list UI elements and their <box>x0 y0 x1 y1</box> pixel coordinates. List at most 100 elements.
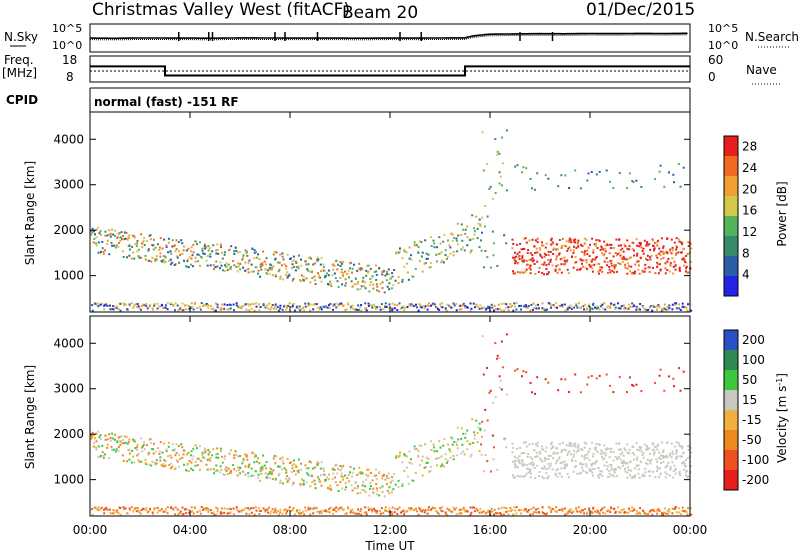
power-cell <box>646 241 649 244</box>
power-cell <box>333 304 336 307</box>
velocity-cell <box>535 451 538 454</box>
power-cell <box>689 261 692 263</box>
power-cell <box>393 307 396 310</box>
power-cell <box>287 304 290 307</box>
velocity-cell <box>192 512 195 515</box>
velocity-cell <box>639 512 642 515</box>
power-cell <box>186 260 189 262</box>
power-cell <box>619 307 622 310</box>
velocity-cell <box>390 491 393 494</box>
velocity-cell <box>543 459 546 462</box>
colorbar-segment <box>724 136 738 156</box>
velocity-cell <box>597 467 600 470</box>
velocity-cell <box>647 470 650 473</box>
velocity-cell <box>309 513 312 516</box>
power-cell <box>530 303 533 306</box>
power-cell <box>187 304 190 307</box>
power-cell <box>372 303 375 306</box>
velocity-cell <box>221 461 224 464</box>
power-cell <box>590 171 593 173</box>
velocity-cell <box>126 460 129 463</box>
velocity-cell <box>327 478 330 481</box>
velocity-cell <box>533 449 536 452</box>
power-cell <box>575 246 578 249</box>
velocity-cell <box>614 511 617 514</box>
velocity-cell <box>328 508 330 511</box>
power-cell <box>583 237 586 240</box>
velocity-cell <box>640 390 643 392</box>
power-cell <box>160 303 163 306</box>
power-cell <box>685 265 688 268</box>
power-cell <box>604 308 607 311</box>
date-label: 01/Dec/2015 <box>586 0 695 20</box>
power-cell <box>396 309 399 311</box>
power-cell <box>514 305 517 308</box>
velocity-cell <box>209 468 212 471</box>
power-cell <box>466 244 469 247</box>
velocity-cell <box>438 456 441 459</box>
power-cell <box>342 260 345 263</box>
power-cell <box>364 287 367 290</box>
power-cell <box>496 308 499 311</box>
velocity-cell <box>335 506 338 509</box>
velocity-cell <box>656 469 659 472</box>
power-cell <box>229 307 232 310</box>
velocity-cell <box>134 447 137 449</box>
power-cell <box>274 257 277 260</box>
velocity-cell <box>291 483 294 486</box>
velocity-cell <box>358 466 361 469</box>
velocity-cell <box>331 478 334 481</box>
velocity-cell <box>599 470 602 473</box>
power-cell <box>550 306 553 309</box>
velocity-cell <box>187 451 190 454</box>
power-cell <box>596 305 599 308</box>
power-cell <box>280 264 283 267</box>
power-cell <box>292 303 295 305</box>
velocity-cell <box>325 476 328 479</box>
velocity-cell <box>656 509 659 512</box>
power-cell <box>174 302 177 305</box>
power-cell <box>618 251 620 254</box>
velocity-cell <box>448 448 451 451</box>
velocity-cell <box>296 470 299 472</box>
velocity-cell <box>270 510 273 513</box>
power-cell <box>441 302 444 305</box>
velocity-cell <box>352 511 355 514</box>
power-cell <box>587 172 590 175</box>
velocity-cell <box>91 508 94 511</box>
power-cell <box>438 308 441 311</box>
velocity-cell <box>624 470 627 473</box>
power-cell <box>480 239 482 242</box>
velocity-cell <box>471 506 474 509</box>
velocity-cell <box>645 513 648 516</box>
velocity-cell <box>388 510 391 513</box>
velocity-cell <box>558 457 561 460</box>
velocity-cell <box>192 447 195 450</box>
velocity-cell <box>586 472 589 475</box>
power-cell <box>617 262 620 265</box>
power-cell <box>608 252 611 255</box>
power-cell <box>247 271 250 274</box>
power-cell <box>305 277 308 280</box>
power-cell <box>427 253 430 256</box>
power-cell <box>174 309 176 312</box>
velocity-cell <box>411 479 414 482</box>
power-cell <box>455 237 458 240</box>
velocity-cell <box>528 462 531 465</box>
velocity-cell <box>489 389 492 392</box>
power-cell <box>656 308 658 311</box>
velocity-cell <box>325 510 328 513</box>
velocity-cell <box>332 508 334 511</box>
power-cell <box>167 241 170 244</box>
velocity-cell <box>143 448 146 451</box>
power-cell <box>316 272 319 275</box>
power-cell <box>469 238 472 241</box>
velocity-cell <box>635 442 638 445</box>
power-cell <box>411 275 414 278</box>
power-cell <box>255 256 258 259</box>
velocity-cell <box>633 508 636 511</box>
velocity-cell <box>117 449 120 452</box>
power-cell <box>588 255 591 257</box>
power-cell <box>525 268 528 271</box>
velocity-cell <box>588 467 591 470</box>
